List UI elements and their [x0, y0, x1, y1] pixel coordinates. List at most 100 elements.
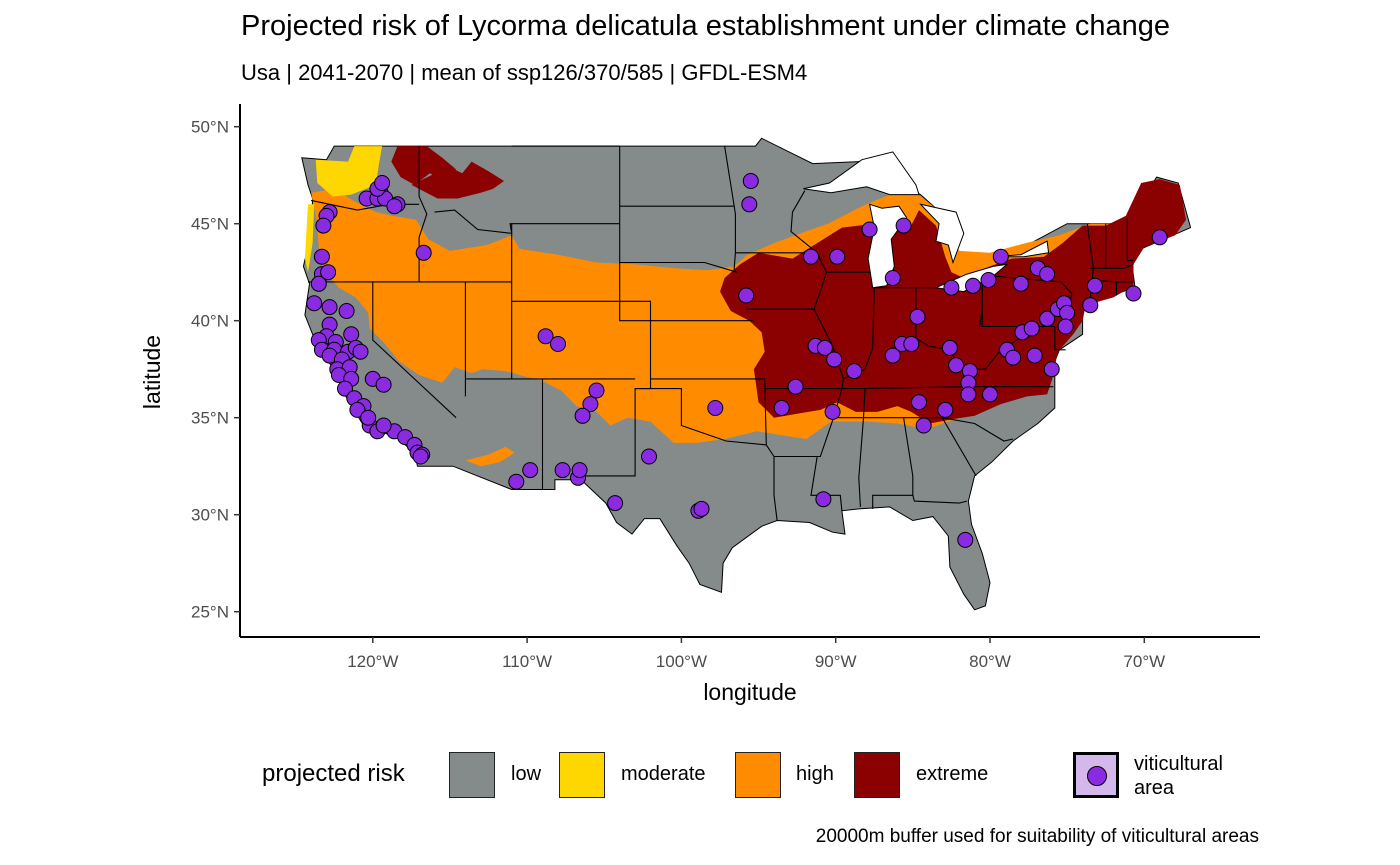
- viticultural-point: [1057, 318, 1074, 335]
- viticultural-point: [375, 417, 392, 434]
- legend-label-extreme: extreme: [916, 763, 989, 785]
- viticultural-point: [948, 357, 965, 374]
- viticultural-point: [903, 336, 920, 352]
- chart-subtitle: Usa | 2041-2070 | mean of ssp126/370/585…: [241, 60, 808, 85]
- viticultural-point: [829, 248, 846, 265]
- viticultural-point: [773, 400, 790, 416]
- viticultural-point: [1086, 277, 1103, 294]
- viticultural-point: [861, 221, 878, 238]
- state-border: [619, 261, 738, 273]
- lake-shape: [919, 203, 965, 265]
- viticultural-point: [306, 295, 323, 312]
- state-border: [942, 417, 1014, 442]
- x-tick-label: 110°W: [502, 652, 552, 671]
- viticultural-point-icon: [1087, 766, 1107, 786]
- x-axis-title: longitude: [703, 679, 796, 705]
- viticultural-point: [1082, 297, 1099, 314]
- chart-caption: 20000m buffer used for suitability of vi…: [815, 826, 1259, 847]
- viticultural-points: [306, 173, 1168, 548]
- viticultural-point: [375, 376, 392, 393]
- legend-key-viticultural: [1073, 752, 1119, 798]
- viticultural-point: [787, 378, 804, 395]
- viticultural-point: [1151, 229, 1168, 246]
- viticultural-point: [992, 248, 1009, 265]
- viticultural-point: [313, 248, 330, 265]
- viticultural-point: [738, 287, 755, 304]
- viticultural-point: [310, 275, 327, 292]
- viticultural-point: [1059, 304, 1076, 321]
- viticultural-point: [846, 363, 863, 380]
- chart-title: Projected risk of Lycorma delicatula est…: [241, 10, 1171, 42]
- viticultural-point: [550, 336, 566, 352]
- risk-region-high: [465, 446, 515, 467]
- viticultural-point: [982, 386, 998, 403]
- viticultural-point: [1026, 347, 1043, 364]
- viticultural-point: [824, 403, 841, 420]
- state-border: [858, 388, 866, 507]
- legend-key-moderate: [559, 752, 605, 798]
- y-tick-label: 45°N: [191, 215, 229, 234]
- viticultural-point: [816, 339, 833, 356]
- viticultural-point: [943, 279, 960, 296]
- x-tick-label: 80°W: [969, 652, 1011, 671]
- viticultural-point: [349, 401, 366, 418]
- viticultural-point: [707, 400, 724, 416]
- viticultural-point: [607, 495, 624, 512]
- viticultural-point: [693, 500, 710, 517]
- viticultural-point: [574, 407, 591, 424]
- state-border: [1126, 217, 1134, 262]
- viticultural-point: [321, 299, 338, 316]
- state-border: [619, 301, 754, 322]
- viticultural-point: [980, 272, 997, 288]
- x-tick-label: 90°W: [815, 652, 857, 671]
- viticultural-point: [1039, 310, 1056, 327]
- legend-label-high: high: [796, 763, 834, 785]
- x-tick-label: 70°W: [1123, 652, 1165, 671]
- legend-key-high: [735, 752, 781, 798]
- viticultural-point: [338, 303, 355, 319]
- viticultural-point: [895, 217, 912, 234]
- viticultural-point: [415, 244, 432, 261]
- viticultural-point: [522, 462, 539, 479]
- viticultural-point: [960, 386, 977, 403]
- risk-region-moderate: [304, 204, 315, 273]
- state-border: [841, 386, 1054, 390]
- viticultural-point: [1023, 320, 1040, 337]
- lake-shape: [803, 151, 920, 196]
- x-axis-ticks: 120°W 110°W 100°W 90°W 80°W 70°W: [347, 637, 1165, 671]
- viticultural-point: [815, 491, 832, 508]
- state-border: [912, 495, 968, 504]
- legend-key-low: [449, 752, 495, 798]
- viticultural-point: [937, 401, 954, 418]
- viticultural-point: [337, 380, 353, 397]
- state-border: [941, 417, 977, 477]
- viticultural-point: [374, 175, 391, 191]
- viticultural-point: [360, 409, 377, 426]
- viticultural-point: [742, 173, 759, 189]
- viticultural-point: [965, 277, 981, 294]
- viticultural-point: [582, 396, 599, 413]
- y-tick-label: 25°N: [191, 603, 229, 622]
- y-tick-label: 30°N: [191, 506, 229, 525]
- viticultural-point: [554, 462, 571, 479]
- risk-region-extreme: [411, 161, 504, 199]
- viticultural-point: [803, 248, 819, 265]
- y-axis-ticks: 50°N 45°N 40°N 35°N 30°N 25°N: [191, 118, 240, 622]
- viticultural-point: [508, 473, 525, 490]
- viticultural-point: [412, 448, 429, 465]
- x-tick-label: 120°W: [347, 652, 398, 671]
- viticultural-point: [957, 531, 974, 548]
- viticultural-point: [884, 347, 901, 364]
- state-border: [790, 190, 818, 254]
- viticultural-point: [537, 328, 554, 345]
- viticultural-point: [1005, 349, 1022, 366]
- legend-title: projected risk: [262, 760, 405, 787]
- x-tick-label: 100°W: [656, 652, 707, 671]
- viticultural-point: [1125, 285, 1142, 302]
- state-border: [1090, 263, 1134, 269]
- legend-key-extreme: [854, 752, 900, 798]
- viticultural-point: [571, 462, 588, 479]
- viticultural-point: [911, 394, 927, 411]
- viticultural-point: [826, 351, 843, 368]
